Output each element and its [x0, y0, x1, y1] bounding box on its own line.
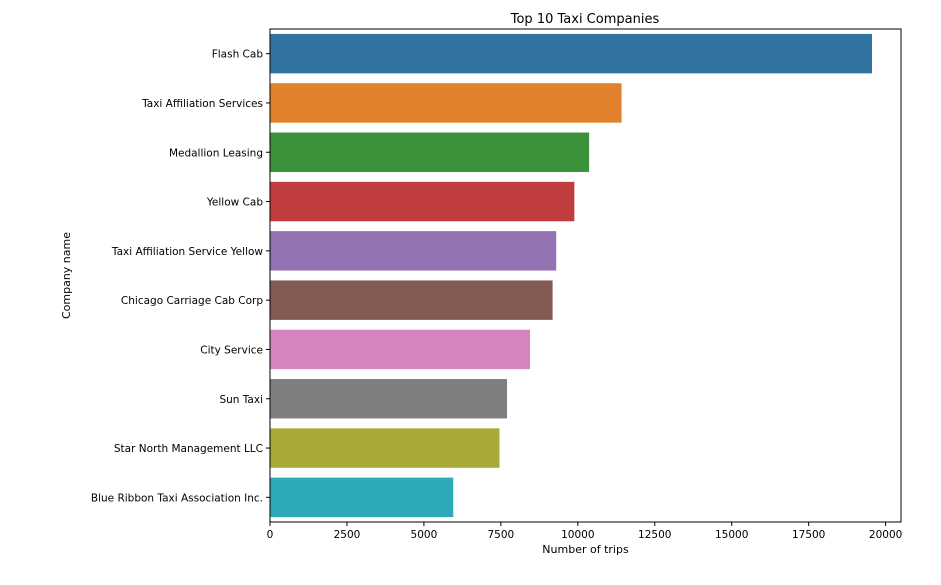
y-tick-label: Star North Management LLC: [114, 443, 263, 455]
plot-frame: [269, 28, 902, 523]
y-tick-label: City Service: [200, 344, 263, 356]
bar: [270, 132, 590, 172]
y-tick-label: Taxi Affiliation Service Yellow: [111, 246, 264, 258]
bars-group: [270, 33, 873, 518]
bar: [270, 379, 508, 419]
x-tick-label: 15000: [715, 529, 748, 541]
x-tick-label: 12500: [638, 529, 671, 541]
y-tick-label: Flash Cab: [212, 49, 264, 61]
x-tick-label: 7500: [487, 529, 514, 541]
bar: [270, 280, 553, 320]
y-axis-title: Company name: [60, 232, 73, 319]
bar: [270, 477, 454, 518]
y-tick-label: Medallion Leasing: [169, 147, 263, 159]
x-tick-label: 0: [267, 529, 274, 541]
y-tick-label: Sun Taxi: [219, 394, 263, 406]
x-axis-title: Number of trips: [542, 543, 629, 556]
bar: [270, 428, 500, 468]
chart-title: Top 10 Taxi Companies: [510, 12, 660, 27]
bar: [270, 231, 557, 271]
y-tick-label: Yellow Cab: [206, 197, 263, 209]
x-tick-label: 2500: [334, 529, 361, 541]
x-tick-label: 20000: [869, 529, 902, 541]
bar: [270, 329, 531, 370]
y-tick-label: Blue Ribbon Taxi Association Inc.: [91, 492, 263, 504]
bar: [270, 83, 622, 123]
y-axis-ticks: Flash Cab Taxi Affiliation Services Medall…: [91, 49, 270, 504]
x-tick-label: 17500: [792, 529, 825, 541]
x-axis-ticks: 0 2500 5000 7500 10000 12500 15000 17500 20000: [267, 522, 902, 541]
x-tick-label: 10000: [561, 529, 594, 541]
bar: [270, 181, 575, 222]
y-tick-label: Taxi Affiliation Services: [141, 98, 263, 110]
y-tick-label: Chicago Carriage Cab Corp: [121, 295, 263, 307]
bar: [270, 33, 873, 74]
x-tick-label: 5000: [411, 529, 438, 541]
